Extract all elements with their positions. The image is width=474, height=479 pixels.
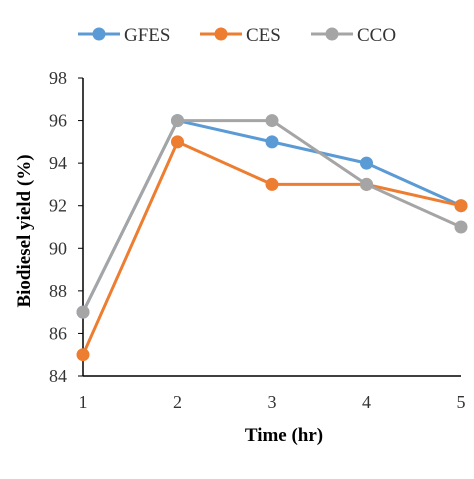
x-tick-label: 4 <box>362 392 371 412</box>
legend-label: CCO <box>357 25 396 46</box>
y-tick-label: 96 <box>49 111 67 131</box>
legend-marker <box>92 27 106 41</box>
y-tick-label: 92 <box>49 196 67 216</box>
data-point <box>454 220 468 234</box>
series-line <box>81 119 462 313</box>
data-point <box>171 135 184 149</box>
y-tick-label: 84 <box>49 366 67 386</box>
x-tick-label: 2 <box>173 392 182 412</box>
series-layer <box>76 114 468 362</box>
legend-item-gfes: GFES <box>78 25 170 46</box>
series-line <box>81 140 462 356</box>
legend-marker <box>325 27 339 41</box>
data-point <box>360 177 373 191</box>
data-point <box>454 199 468 213</box>
series-cco <box>76 114 468 319</box>
y-tick-label: 90 <box>49 238 67 258</box>
series-line <box>81 119 462 313</box>
x-tick-label: 5 <box>457 392 466 412</box>
y-axis-title: Biodiesel yield (%) <box>14 154 35 307</box>
y-tick-labels: 84 86 88 90 92 94 96 98 <box>49 68 83 386</box>
y-tick-label: 98 <box>49 68 67 88</box>
x-tick-label: 1 <box>79 392 88 412</box>
data-point <box>76 348 90 362</box>
x-tick-labels: 1 2 3 4 5 <box>79 392 466 412</box>
data-point <box>265 114 279 128</box>
legend: GFES CES CCO <box>78 25 396 46</box>
y-tick-label: 86 <box>49 323 67 343</box>
legend-label: GFES <box>124 25 170 46</box>
legend-label: CES <box>246 25 281 46</box>
data-point <box>265 135 279 149</box>
data-point <box>360 156 373 170</box>
data-point <box>76 305 90 319</box>
y-tick-label: 88 <box>49 281 67 301</box>
data-point <box>265 177 279 191</box>
legend-marker <box>214 27 228 41</box>
x-tick-label: 3 <box>268 392 277 412</box>
legend-item-cco: CCO <box>311 25 396 46</box>
legend-item-ces: CES <box>200 25 281 46</box>
data-point <box>171 114 184 128</box>
y-tick-label: 94 <box>49 153 67 173</box>
x-axis-title: Time (hr) <box>245 425 323 446</box>
series-ces <box>76 135 468 362</box>
series-gfes <box>76 114 468 319</box>
